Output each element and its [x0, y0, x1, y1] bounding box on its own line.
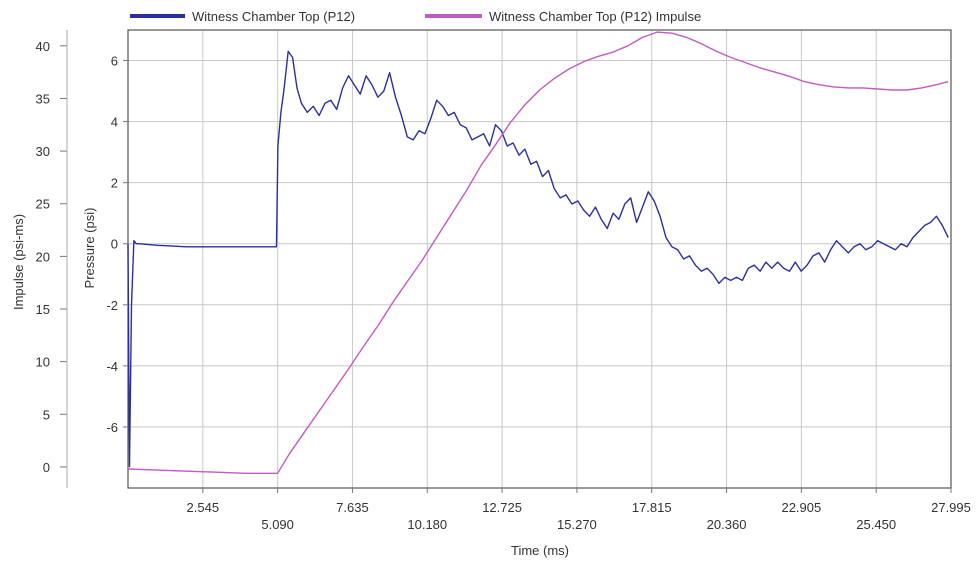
impulse-tick-label: 10: [36, 355, 50, 370]
x-tick-label: 7.635: [336, 500, 369, 515]
legend-label-impulse: Witness Chamber Top (P12) Impulse: [489, 9, 701, 24]
pressure-tick-label: 0: [111, 237, 118, 252]
x-tick-label: 2.545: [187, 500, 220, 515]
series-layer: [127, 31, 949, 474]
pressure-tick-label: 6: [111, 54, 118, 69]
legend-label-pressure: Witness Chamber Top (P12): [192, 9, 355, 24]
x-tick-label: 5.090: [261, 517, 294, 532]
series-line-impulse: [127, 31, 949, 474]
x-tick-label: 20.360: [707, 517, 747, 532]
pressure-axis-ticks: -6 -4 -2 0 2 4 6: [106, 54, 128, 435]
x-tick-label: 12.725: [482, 500, 522, 515]
impulse-axis-ticks: 0 5 10 15 20 25 30 35 40: [36, 39, 67, 475]
x-tick-label: 27.995: [931, 500, 971, 515]
impulse-tick-label: 0: [43, 460, 50, 475]
impulse-tick-label: 35: [36, 91, 50, 106]
x-tick-label: 15.270: [557, 517, 597, 532]
impulse-tick-label: 20: [36, 249, 50, 264]
pressure-tick-label: 4: [111, 115, 118, 130]
x-axis-ticks: 2.545 5.090 7.635 10.180 12.725 15.270 17.815 2…: [187, 488, 971, 532]
x-tick-label: 22.905: [781, 500, 821, 515]
pressure-tick-label: 2: [111, 176, 118, 191]
series-line-pressure: [127, 50, 949, 468]
legend-item-impulse[interactable]: Witness Chamber Top (P12) Impulse: [425, 9, 701, 24]
impulse-axis-title: Impulse (psi-ms): [11, 214, 26, 310]
legend: Witness Chamber Top (P12) Witness Chambe…: [130, 9, 701, 24]
pressure-tick-label: -6: [106, 420, 118, 435]
impulse-tick-label: 15: [36, 302, 50, 317]
pressure-tick-label: -4: [106, 359, 118, 374]
x-tick-label: 25.450: [856, 517, 896, 532]
x-tick-label: 17.815: [632, 500, 672, 515]
impulse-tick-label: 30: [36, 144, 50, 159]
pressure-tick-label: -2: [106, 298, 118, 313]
impulse-tick-label: 40: [36, 39, 50, 54]
grid: [128, 30, 951, 488]
x-tick-label: 10.180: [407, 517, 447, 532]
x-axis-title: Time (ms): [511, 543, 569, 558]
legend-item-pressure[interactable]: Witness Chamber Top (P12): [130, 9, 355, 24]
impulse-tick-label: 5: [43, 407, 50, 422]
plot-area: [128, 30, 951, 488]
pressure-axis-title: Pressure (psi): [82, 208, 97, 289]
impulse-tick-label: 25: [36, 197, 50, 212]
